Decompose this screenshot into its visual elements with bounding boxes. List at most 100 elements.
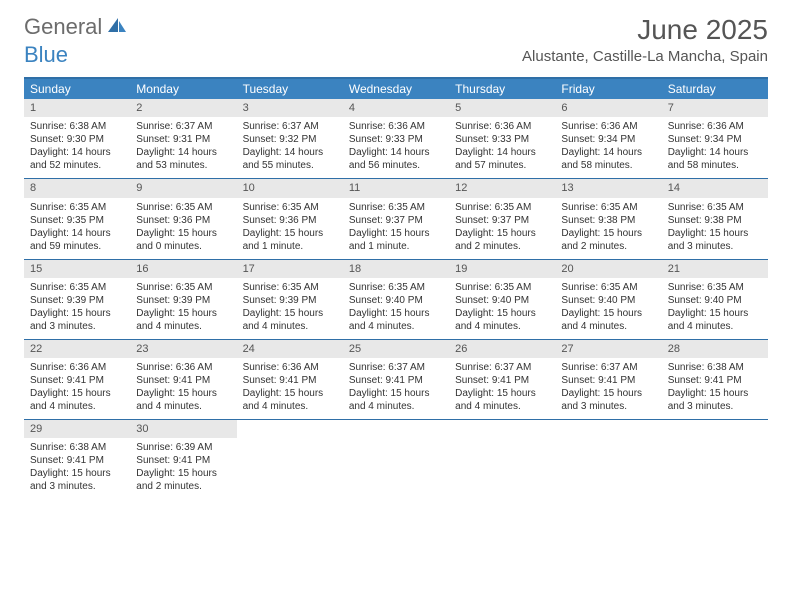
sunrise-line: Sunrise: 6:39 AM [136, 441, 230, 454]
week-row: 8Sunrise: 6:35 AMSunset: 9:35 PMDaylight… [24, 179, 768, 259]
day-number: 13 [555, 179, 661, 197]
sunset-line: Sunset: 9:40 PM [455, 294, 549, 307]
sunset-line: Sunset: 9:37 PM [455, 214, 549, 227]
sunrise-line: Sunrise: 6:35 AM [561, 281, 655, 294]
sunrise-line: Sunrise: 6:35 AM [349, 281, 443, 294]
day-number: 15 [24, 260, 130, 278]
day-number: 30 [130, 420, 236, 438]
sunset-line: Sunset: 9:41 PM [243, 374, 337, 387]
day-body: Sunrise: 6:38 AMSunset: 9:30 PMDaylight:… [24, 117, 130, 178]
empty-cell [555, 420, 661, 499]
day-cell: 5Sunrise: 6:36 AMSunset: 9:33 PMDaylight… [449, 99, 555, 178]
day-number: 1 [24, 99, 130, 117]
day-cell: 17Sunrise: 6:35 AMSunset: 9:39 PMDayligh… [237, 260, 343, 339]
sunrise-line: Sunrise: 6:35 AM [455, 281, 549, 294]
day-cell: 1Sunrise: 6:38 AMSunset: 9:30 PMDaylight… [24, 99, 130, 178]
sunrise-line: Sunrise: 6:35 AM [136, 201, 230, 214]
sunset-line: Sunset: 9:38 PM [668, 214, 762, 227]
day-body: Sunrise: 6:35 AMSunset: 9:37 PMDaylight:… [449, 198, 555, 259]
sunset-line: Sunset: 9:39 PM [136, 294, 230, 307]
daylight-line: Daylight: 15 hours and 4 minutes. [561, 307, 655, 333]
day-body: Sunrise: 6:36 AMSunset: 9:34 PMDaylight:… [662, 117, 768, 178]
sunset-line: Sunset: 9:34 PM [561, 133, 655, 146]
day-body: Sunrise: 6:35 AMSunset: 9:40 PMDaylight:… [555, 278, 661, 339]
day-cell: 28 Sunrise: 6:38 AMSunset: 9:41 PMDayligh… [662, 340, 768, 419]
day-number: 5 [449, 99, 555, 117]
day-number: 29 [24, 420, 130, 438]
daylight-line: Daylight: 15 hours and 0 minutes. [136, 227, 230, 253]
day-number: 24 [237, 340, 343, 358]
day-number: 23 [130, 340, 236, 358]
day-body: Sunrise: 6:36 AMSunset: 9:33 PMDaylight:… [343, 117, 449, 178]
daylight-line: Daylight: 15 hours and 3 minutes. [668, 387, 762, 413]
day-body: Sunrise: 6:35 AMSunset: 9:40 PMDaylight:… [449, 278, 555, 339]
empty-cell [662, 420, 768, 499]
daylight-line: Daylight: 15 hours and 4 minutes. [136, 307, 230, 333]
day-cell: 4Sunrise: 6:36 AMSunset: 9:33 PMDaylight… [343, 99, 449, 178]
day-body: Sunrise: 6:36 AMSunset: 9:41 PMDaylight:… [130, 358, 236, 419]
day-number: 28 [662, 340, 768, 358]
day-cell: 25Sunrise: 6:37 AMSunset: 9:41 PMDayligh… [343, 340, 449, 419]
day-cell: 15Sunrise: 6:35 AMSunset: 9:39 PMDayligh… [24, 260, 130, 339]
day-body: Sunrise: 6:36 AMSunset: 9:34 PMDaylight:… [555, 117, 661, 178]
day-cell: 7Sunrise: 6:36 AMSunset: 9:34 PMDaylight… [662, 99, 768, 178]
day-body: Sunrise: 6:35 AMSunset: 9:40 PMDaylight:… [662, 278, 768, 339]
sunrise-line: Sunrise: 6:38 AM [668, 361, 762, 374]
day-number: 20 [555, 260, 661, 278]
title-block: June 2025 Alustante, Castille-La Mancha,… [522, 14, 768, 65]
day-cell: 26Sunrise: 6:37 AMSunset: 9:41 PMDayligh… [449, 340, 555, 419]
day-body: Sunrise: 6:37 AMSunset: 9:41 PMDaylight:… [343, 358, 449, 419]
logo-sail-icon [106, 14, 128, 40]
sunset-line: Sunset: 9:41 PM [455, 374, 549, 387]
sunrise-line: Sunrise: 6:35 AM [455, 201, 549, 214]
sunset-line: Sunset: 9:40 PM [561, 294, 655, 307]
sunset-line: Sunset: 9:40 PM [668, 294, 762, 307]
day-number: 21 [662, 260, 768, 278]
daylight-line: Daylight: 15 hours and 4 minutes. [349, 307, 443, 333]
day-number: 4 [343, 99, 449, 117]
sunrise-line: Sunrise: 6:37 AM [455, 361, 549, 374]
sunset-line: Sunset: 9:36 PM [136, 214, 230, 227]
day-cell: 9Sunrise: 6:35 AMSunset: 9:36 PMDaylight… [130, 179, 236, 258]
sunset-line: Sunset: 9:31 PM [136, 133, 230, 146]
day-number: 6 [555, 99, 661, 117]
daylight-line: Daylight: 15 hours and 2 minutes. [561, 227, 655, 253]
day-cell: 19Sunrise: 6:35 AMSunset: 9:40 PMDayligh… [449, 260, 555, 339]
day-number: 18 [343, 260, 449, 278]
dayname-sun: Sunday [24, 79, 130, 99]
empty-cell [449, 420, 555, 499]
dayname-fri: Friday [555, 79, 661, 99]
empty-cell [343, 420, 449, 499]
daylight-line: Daylight: 14 hours and 55 minutes. [243, 146, 337, 172]
sunrise-line: Sunrise: 6:35 AM [668, 281, 762, 294]
day-body: Sunrise: 6:39 AMSunset: 9:41 PMDaylight:… [130, 438, 236, 499]
daylight-line: Daylight: 15 hours and 4 minutes. [30, 387, 124, 413]
day-number: 19 [449, 260, 555, 278]
dayname-thu: Thursday [449, 79, 555, 99]
day-cell: 27Sunrise: 6:37 AMSunset: 9:41 PMDayligh… [555, 340, 661, 419]
sunset-line: Sunset: 9:39 PM [30, 294, 124, 307]
daylight-line: Daylight: 15 hours and 3 minutes. [30, 307, 124, 333]
logo: General [24, 14, 128, 40]
sunset-line: Sunset: 9:35 PM [30, 214, 124, 227]
day-body: Sunrise: 6:36 AMSunset: 9:41 PMDaylight:… [24, 358, 130, 419]
day-cell: 12Sunrise: 6:35 AMSunset: 9:37 PMDayligh… [449, 179, 555, 258]
daylight-line: Daylight: 15 hours and 3 minutes. [561, 387, 655, 413]
empty-cell [237, 420, 343, 499]
week-row: 15Sunrise: 6:35 AMSunset: 9:39 PMDayligh… [24, 260, 768, 340]
day-cell: 14Sunrise: 6:35 AMSunset: 9:38 PMDayligh… [662, 179, 768, 258]
day-body: Sunrise: 6:35 AMSunset: 9:35 PMDaylight:… [24, 198, 130, 259]
sunset-line: Sunset: 9:33 PM [455, 133, 549, 146]
sunset-line: Sunset: 9:41 PM [349, 374, 443, 387]
sunset-line: Sunset: 9:41 PM [668, 374, 762, 387]
daylight-line: Daylight: 15 hours and 4 minutes. [243, 387, 337, 413]
day-cell: 13Sunrise: 6:35 AMSunset: 9:38 PMDayligh… [555, 179, 661, 258]
day-body: Sunrise: 6:35 AMSunset: 9:39 PMDaylight:… [24, 278, 130, 339]
sunrise-line: Sunrise: 6:35 AM [243, 281, 337, 294]
page-header: General June 2025 Alustante, Castille-La… [0, 0, 792, 69]
dayname-mon: Monday [130, 79, 236, 99]
sunrise-line: Sunrise: 6:36 AM [668, 120, 762, 133]
day-number: 3 [237, 99, 343, 117]
day-number: 25 [343, 340, 449, 358]
sunrise-line: Sunrise: 6:35 AM [30, 201, 124, 214]
